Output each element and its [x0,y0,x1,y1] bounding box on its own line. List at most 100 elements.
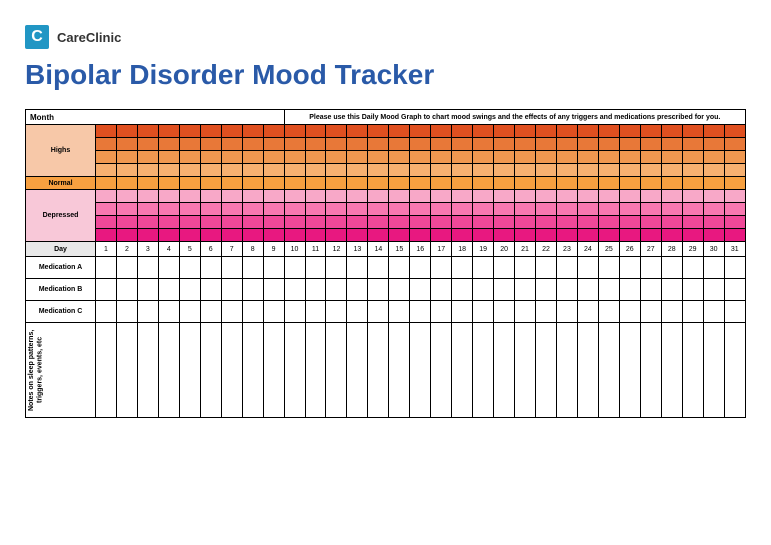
mood-cell[interactable] [326,125,347,138]
notes-cell[interactable] [305,323,326,418]
mood-cell[interactable] [221,216,242,229]
mood-cell[interactable] [556,138,577,151]
mood-cell[interactable] [96,216,117,229]
mood-cell[interactable] [598,216,619,229]
mood-cell[interactable] [494,151,515,164]
notes-cell[interactable] [368,323,389,418]
mood-cell[interactable] [494,138,515,151]
mood-cell[interactable] [556,216,577,229]
mood-cell[interactable] [158,164,179,177]
med-cell[interactable] [536,301,557,323]
med-cell[interactable] [347,279,368,301]
mood-cell[interactable] [452,229,473,242]
mood-cell[interactable] [137,151,158,164]
mood-cell[interactable] [326,164,347,177]
mood-cell[interactable] [703,216,724,229]
mood-cell[interactable] [158,151,179,164]
mood-cell[interactable] [137,190,158,203]
notes-cell[interactable] [682,323,703,418]
notes-cell[interactable] [200,323,221,418]
mood-cell[interactable] [577,190,598,203]
notes-cell[interactable] [473,323,494,418]
mood-cell[interactable] [263,138,284,151]
mood-cell[interactable] [473,216,494,229]
mood-cell[interactable] [724,177,745,190]
mood-cell[interactable] [200,229,221,242]
mood-cell[interactable] [556,190,577,203]
mood-cell[interactable] [703,203,724,216]
notes-cell[interactable] [158,323,179,418]
notes-cell[interactable] [284,323,305,418]
mood-cell[interactable] [137,125,158,138]
mood-cell[interactable] [515,203,536,216]
med-cell[interactable] [452,257,473,279]
mood-cell[interactable] [619,164,640,177]
mood-cell[interactable] [452,190,473,203]
mood-cell[interactable] [284,216,305,229]
med-cell[interactable] [556,301,577,323]
notes-cell[interactable] [116,323,137,418]
mood-cell[interactable] [682,164,703,177]
mood-cell[interactable] [431,138,452,151]
mood-cell[interactable] [96,138,117,151]
mood-cell[interactable] [410,151,431,164]
med-cell[interactable] [536,257,557,279]
med-cell[interactable] [577,279,598,301]
med-cell[interactable] [682,257,703,279]
notes-cell[interactable] [242,323,263,418]
notes-cell[interactable] [640,323,661,418]
mood-cell[interactable] [389,177,410,190]
notes-cell[interactable] [96,323,117,418]
mood-cell[interactable] [473,177,494,190]
mood-cell[interactable] [116,216,137,229]
mood-cell[interactable] [640,164,661,177]
mood-cell[interactable] [137,203,158,216]
notes-cell[interactable] [452,323,473,418]
notes-cell[interactable] [556,323,577,418]
mood-cell[interactable] [536,216,557,229]
mood-cell[interactable] [221,164,242,177]
mood-cell[interactable] [661,190,682,203]
med-cell[interactable] [640,257,661,279]
mood-cell[interactable] [619,203,640,216]
med-cell[interactable] [494,301,515,323]
notes-cell[interactable] [577,323,598,418]
mood-cell[interactable] [494,216,515,229]
mood-cell[interactable] [263,229,284,242]
med-cell[interactable] [703,257,724,279]
mood-cell[interactable] [116,190,137,203]
mood-cell[interactable] [263,151,284,164]
mood-cell[interactable] [536,190,557,203]
mood-cell[interactable] [221,190,242,203]
med-cell[interactable] [347,301,368,323]
mood-cell[interactable] [577,151,598,164]
mood-cell[interactable] [326,190,347,203]
med-cell[interactable] [724,301,745,323]
med-cell[interactable] [221,257,242,279]
mood-cell[interactable] [200,216,221,229]
mood-cell[interactable] [452,203,473,216]
mood-cell[interactable] [724,164,745,177]
mood-cell[interactable] [263,125,284,138]
mood-cell[interactable] [179,177,200,190]
mood-cell[interactable] [515,164,536,177]
med-cell[interactable] [158,301,179,323]
med-cell[interactable] [703,279,724,301]
mood-cell[interactable] [556,164,577,177]
mood-cell[interactable] [284,164,305,177]
mood-cell[interactable] [200,177,221,190]
med-cell[interactable] [284,279,305,301]
mood-cell[interactable] [96,125,117,138]
mood-cell[interactable] [116,203,137,216]
med-cell[interactable] [242,279,263,301]
med-cell[interactable] [515,257,536,279]
med-cell[interactable] [326,301,347,323]
med-cell[interactable] [661,301,682,323]
med-cell[interactable] [179,279,200,301]
notes-cell[interactable] [221,323,242,418]
mood-cell[interactable] [682,229,703,242]
med-cell[interactable] [598,279,619,301]
mood-cell[interactable] [703,177,724,190]
mood-cell[interactable] [263,216,284,229]
mood-cell[interactable] [284,177,305,190]
